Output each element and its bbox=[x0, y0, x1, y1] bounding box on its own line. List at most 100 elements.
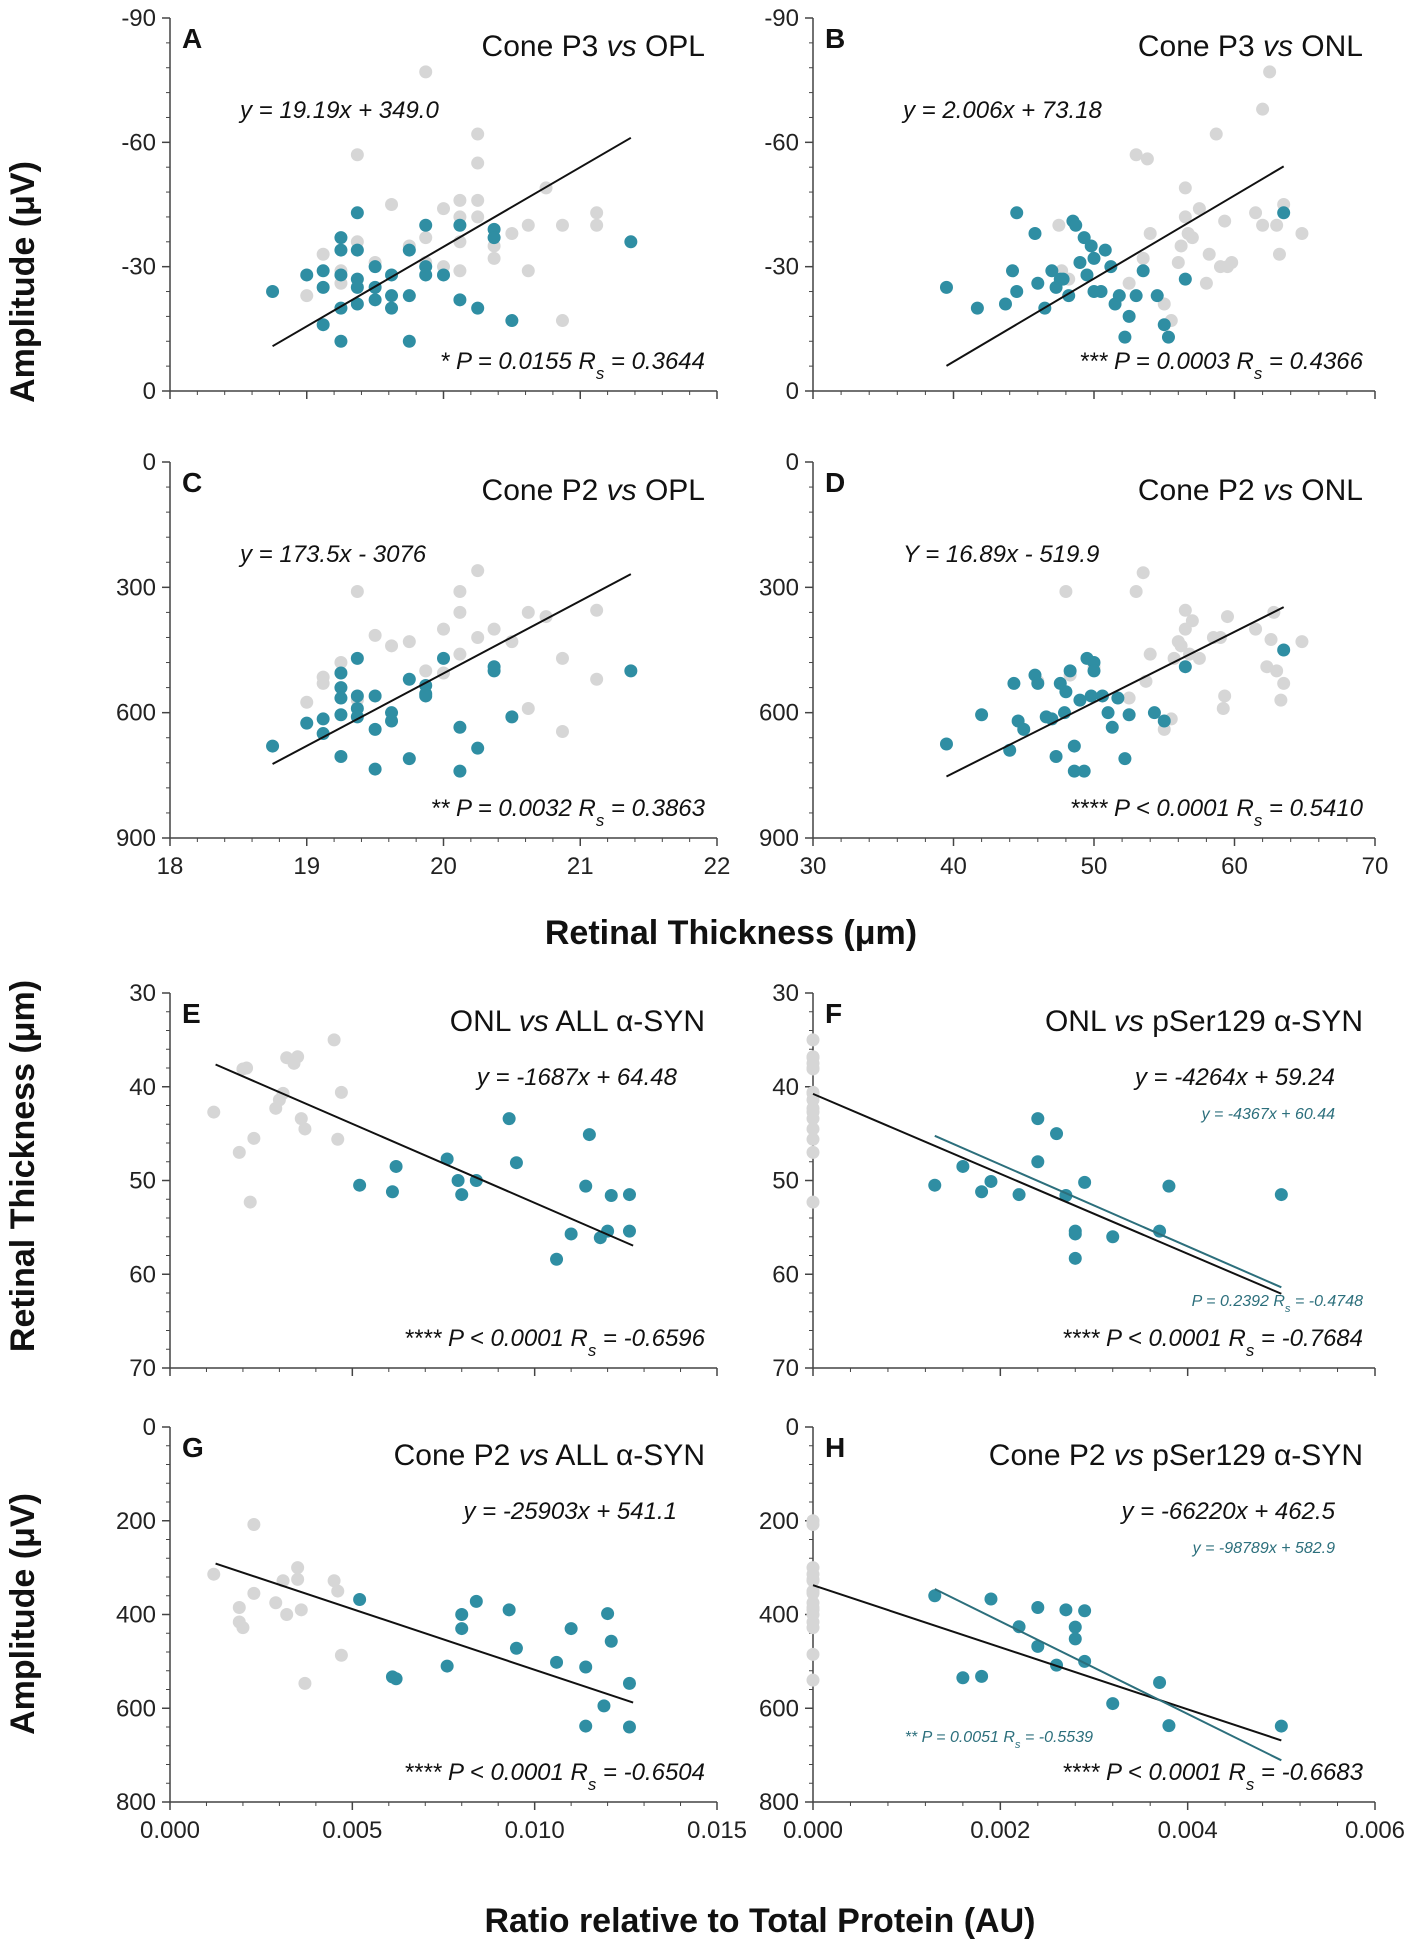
grey-point bbox=[555, 651, 569, 665]
teal-point bbox=[334, 666, 348, 680]
teal-point bbox=[1063, 664, 1077, 678]
teal-point bbox=[1118, 330, 1132, 344]
y-tick-label: 300 bbox=[116, 574, 156, 601]
y-tick-label: 0 bbox=[143, 449, 156, 476]
teal-point bbox=[579, 1660, 593, 1674]
teal-point bbox=[316, 712, 330, 726]
teal-point bbox=[1077, 764, 1091, 778]
statistics-label: **** P < 0.0001 Rs = -0.6596 bbox=[404, 1325, 706, 1360]
teal-point bbox=[385, 1185, 399, 1199]
y-tick-label: 600 bbox=[116, 1695, 156, 1722]
panels: -90 -60 -30 0 A Cone P3 vs OPL y = 19.19x + 34… bbox=[116, 5, 1405, 1844]
y-tick-label: 300 bbox=[759, 574, 799, 601]
grey-point bbox=[806, 1085, 820, 1099]
teal-point bbox=[455, 1608, 469, 1621]
regression-equation: y = 173.5x - 3076 bbox=[238, 541, 427, 568]
x-tick-label: 0.000 bbox=[783, 1817, 843, 1844]
teal-point bbox=[266, 739, 280, 753]
grey-point bbox=[1256, 218, 1270, 232]
grey-point bbox=[298, 1122, 312, 1136]
teal-point bbox=[402, 243, 416, 257]
teal-point bbox=[350, 689, 364, 703]
grey-point bbox=[350, 585, 364, 599]
grey-point bbox=[806, 1122, 820, 1136]
teal-point bbox=[419, 268, 433, 282]
teal-point bbox=[300, 268, 314, 282]
teal-point bbox=[402, 752, 416, 766]
grey-point bbox=[1185, 231, 1199, 245]
teal-point bbox=[385, 289, 399, 303]
panel-letter: A bbox=[182, 23, 202, 54]
teal-point bbox=[453, 720, 467, 734]
grey-point bbox=[385, 639, 399, 653]
teal-point bbox=[455, 1188, 469, 1202]
teal-point bbox=[1277, 643, 1291, 657]
grey-point bbox=[1143, 647, 1157, 661]
teal-point bbox=[300, 716, 314, 730]
teal-point bbox=[471, 301, 485, 315]
teal-point bbox=[334, 334, 348, 348]
teal-point bbox=[582, 1128, 596, 1142]
teal-point bbox=[1031, 276, 1045, 290]
grey-point bbox=[327, 1033, 341, 1047]
teal-point bbox=[419, 689, 433, 703]
x-tick-label: 0.000 bbox=[140, 1817, 200, 1844]
teal-point bbox=[453, 293, 467, 307]
teal-point bbox=[334, 691, 348, 705]
grey-point bbox=[1216, 701, 1230, 715]
regression-line-secondary bbox=[934, 1134, 1282, 1289]
y-tick-label: 60 bbox=[129, 1261, 156, 1288]
teal-point bbox=[1277, 206, 1291, 220]
teal-point bbox=[624, 664, 638, 678]
x-tick-label: 0.002 bbox=[970, 1817, 1030, 1844]
ylabel-bottom: Amplitude (μV) bbox=[4, 1493, 42, 1735]
regression-line bbox=[272, 573, 632, 765]
teal-point bbox=[1157, 714, 1171, 728]
grey-point bbox=[1256, 102, 1270, 116]
teal-point bbox=[334, 708, 348, 722]
teal-point bbox=[1162, 1719, 1176, 1733]
grey-point bbox=[1270, 664, 1284, 678]
grey-point bbox=[1136, 566, 1150, 580]
teal-point bbox=[1178, 272, 1192, 286]
panel-letter: F bbox=[825, 998, 842, 1029]
teal-point bbox=[1274, 1719, 1288, 1733]
y-tick-label: 40 bbox=[129, 1074, 156, 1101]
grey-point bbox=[1274, 693, 1288, 707]
teal-point bbox=[601, 1224, 615, 1238]
teal-point bbox=[1122, 708, 1136, 722]
teal-point bbox=[353, 1178, 367, 1192]
grey-point bbox=[471, 193, 485, 207]
teal-point bbox=[1106, 1230, 1120, 1244]
panel-a: -90 -60 -30 0 A Cone P3 vs OPL y = 19.19x + 34… bbox=[121, 5, 718, 405]
teal-point bbox=[1129, 289, 1143, 303]
grey-point bbox=[1059, 585, 1073, 599]
grey-point bbox=[232, 1600, 246, 1614]
grey-point bbox=[555, 724, 569, 738]
regression-equation-secondary: y = -4367x + 60.44 bbox=[1201, 1106, 1336, 1123]
statistics-label-secondary: P = 0.2392 Rs = -0.4748 bbox=[1192, 1293, 1363, 1315]
grey-point bbox=[590, 218, 604, 232]
teal-point bbox=[505, 314, 519, 328]
teal-point bbox=[389, 1672, 403, 1686]
grey-point bbox=[247, 1131, 261, 1145]
regression-equation: y = 2.006x + 73.18 bbox=[901, 97, 1102, 124]
grey-point bbox=[247, 1586, 261, 1600]
grey-point bbox=[419, 65, 433, 79]
y-tick-label: 0 bbox=[786, 378, 799, 405]
y-tick-label: 0 bbox=[786, 1414, 799, 1441]
panel-title: Cone P2 vs ONL bbox=[1138, 474, 1363, 507]
teal-point bbox=[316, 318, 330, 332]
teal-point bbox=[550, 1655, 564, 1669]
grey-point bbox=[331, 1584, 345, 1598]
grey-point bbox=[298, 1676, 312, 1690]
grey-point bbox=[521, 605, 535, 619]
panel-e: 30 40 50 60 70 E ONL vs ALL α-SYN y = -1687x + … bbox=[129, 980, 718, 1382]
teal-point bbox=[1098, 243, 1112, 257]
grey-point bbox=[487, 251, 501, 265]
grey-point bbox=[1174, 639, 1188, 653]
grey-point bbox=[1277, 676, 1291, 690]
teal-point bbox=[1105, 720, 1119, 734]
